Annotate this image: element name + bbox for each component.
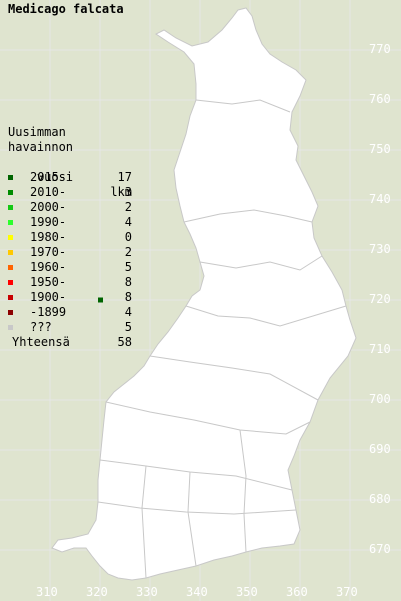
legend-label: ??? <box>30 320 52 334</box>
legend-swatch <box>8 295 13 300</box>
legend-swatch <box>8 265 13 270</box>
legend-label: -1899 <box>30 305 67 319</box>
legend-label: 2015- <box>30 170 67 184</box>
legend-row: 2015- 17 <box>8 170 132 185</box>
northing-tick-label: 670 <box>369 542 391 556</box>
legend-total-row: Yhteensä 58 <box>8 335 132 350</box>
legend-label: 1970- <box>30 245 67 259</box>
legend-count: 2 <box>124 245 132 259</box>
easting-tick-label: 310 <box>36 585 58 599</box>
legend-header-vuosi: vuosi <box>36 170 74 184</box>
easting-tick-label: 330 <box>136 585 158 599</box>
northing-tick-label: 680 <box>369 492 391 506</box>
legend-label: 1990- <box>30 215 67 229</box>
northing-tick-label: 690 <box>369 442 391 456</box>
legend-header-line-1: Uusimman <box>8 125 66 139</box>
legend-row: 1970- 2 <box>8 245 132 260</box>
legend-count: 4 <box>124 305 132 319</box>
map-title: Medicago falcata <box>8 2 124 16</box>
easting-tick-label: 340 <box>186 585 208 599</box>
legend-count: 8 <box>124 290 132 304</box>
legend-count: 0 <box>124 230 132 244</box>
finland-landmass <box>51 7 357 581</box>
legend-swatch <box>8 220 13 225</box>
legend-swatch <box>8 235 13 240</box>
observation-markers <box>98 297 103 303</box>
easting-tick-label: 370 <box>336 585 358 599</box>
legend-row: 1900- 8 <box>8 290 132 305</box>
legend-header-line-2: havainnon <box>8 140 74 154</box>
legend-count: 4 <box>124 215 132 229</box>
legend-row: 2000- 2 <box>8 200 132 215</box>
legend-count: 5 <box>124 320 132 334</box>
legend-swatch <box>8 175 13 180</box>
legend-row: ??? 5 <box>8 320 132 335</box>
northing-tick-label: 710 <box>369 342 391 356</box>
legend-row: 2010- 3 <box>8 185 132 200</box>
northing-tick-label: 760 <box>369 92 391 106</box>
legend-label: 1980- <box>30 230 67 244</box>
legend-swatch <box>8 190 13 195</box>
legend-count: 2 <box>124 200 132 214</box>
legend-header-line-3: vuosi lkm <box>8 155 132 199</box>
legend-label: 1960- <box>30 260 67 274</box>
easting-tick-label: 320 <box>86 585 108 599</box>
northing-tick-label: 730 <box>369 242 391 256</box>
legend-row: 1980- 0 <box>8 230 132 245</box>
legend-swatch <box>8 310 13 315</box>
legend-row: 1950- 8 <box>8 275 132 290</box>
legend-count: 3 <box>124 185 132 199</box>
legend-label: 1950- <box>30 275 67 289</box>
legend-total-label: Yhteensä <box>12 335 70 349</box>
legend-label: 2000- <box>30 200 67 214</box>
legend-row: 1990- 4 <box>8 215 132 230</box>
legend-total-count: 58 <box>117 335 132 349</box>
northing-tick-label: 700 <box>369 392 391 406</box>
observation-marker <box>98 297 103 303</box>
legend-swatch <box>8 280 13 285</box>
legend-label: 1900- <box>30 290 67 304</box>
legend-row: -1899 4 <box>8 305 132 320</box>
legend-count: 17 <box>117 170 132 184</box>
northing-tick-label: 770 <box>369 42 391 56</box>
legend-row: 1960- 5 <box>8 260 132 275</box>
legend-count: 5 <box>124 260 132 274</box>
legend-count: 8 <box>124 275 132 289</box>
northing-tick-label: 750 <box>369 142 391 156</box>
northing-tick-label: 720 <box>369 292 391 306</box>
legend-label: 2010- <box>30 185 67 199</box>
legend-swatch <box>8 250 13 255</box>
legend-swatch <box>8 325 13 330</box>
legend-count-header: lkm <box>110 185 132 199</box>
easting-tick-label: 350 <box>236 585 258 599</box>
region-borders <box>97 99 347 579</box>
legend: Uusimman havainnon vuosi lkm 2015- 17 2010… <box>8 125 132 350</box>
legend-swatch <box>8 205 13 210</box>
northing-tick-label: 740 <box>369 192 391 206</box>
easting-tick-label: 360 <box>286 585 308 599</box>
